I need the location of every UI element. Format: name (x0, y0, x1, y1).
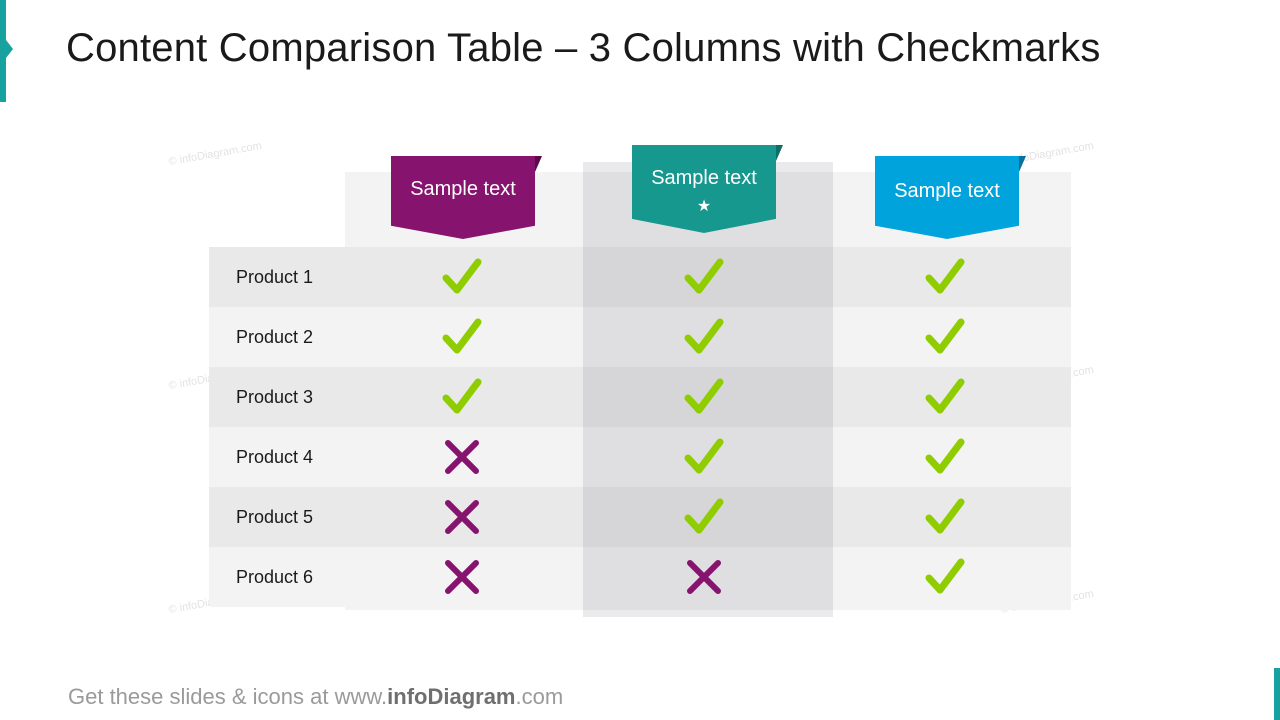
checkmark-icon (683, 436, 725, 478)
column-header-2: Sample text ★ (632, 145, 776, 233)
checkmark-icon (924, 436, 966, 478)
footer-brand: infoDiagram (387, 684, 516, 709)
checkmark-icon (683, 316, 725, 358)
watermark: © infoDiagram.com (167, 139, 263, 169)
row-label: Product 2 (236, 327, 314, 347)
column-header-1-fold (535, 156, 542, 172)
checkmark-icon (683, 376, 725, 418)
checkmark-icon (924, 556, 966, 598)
column-header-3: Sample text (875, 156, 1019, 239)
title-accent-notch (6, 40, 13, 58)
checkmark-icon (683, 256, 725, 298)
row-label: Product 5 (236, 507, 314, 527)
title-accent-bar (0, 0, 6, 102)
column-header-2-fold (776, 145, 783, 161)
corner-accent-bar (1274, 668, 1280, 720)
cross-icon (683, 556, 725, 598)
row-label: Product 4 (236, 447, 314, 467)
column-header-2-ribbon (632, 145, 776, 233)
featured-star-icon: ★ (696, 198, 712, 215)
featured-column-highlight (583, 162, 833, 617)
cross-icon (441, 556, 483, 598)
cross-icon (441, 436, 483, 478)
column-header-1-label: Sample text (410, 178, 516, 200)
row-label: Product 3 (236, 387, 314, 407)
checkmark-icon (441, 376, 483, 418)
footer-text: Get these slides & icons at www.infoDiag… (68, 684, 563, 710)
column-header-3-fold (1019, 156, 1026, 172)
column-header-3-ribbon (875, 156, 1019, 239)
column-header-1: Sample text (391, 156, 535, 239)
slide-title: Content Comparison Table – 3 Columns wit… (66, 26, 1101, 70)
footer-suffix: .com (515, 684, 564, 709)
checkmark-icon (441, 256, 483, 298)
footer-prefix: Get these slides & icons at www. (68, 684, 388, 709)
checkmark-icon (924, 496, 966, 538)
column-header-2-label: Sample text (651, 167, 757, 189)
row-label: Product 6 (236, 567, 314, 587)
checkmark-icon (924, 316, 966, 358)
column-header-1-ribbon (391, 156, 535, 239)
column-header-3-label: Sample text (894, 180, 1000, 202)
cross-icon (441, 496, 483, 538)
checkmark-icon (683, 496, 725, 538)
checkmark-icon (441, 316, 483, 358)
checkmark-icon (924, 376, 966, 418)
checkmark-icon (924, 256, 966, 298)
row-label: Product 1 (236, 267, 314, 287)
